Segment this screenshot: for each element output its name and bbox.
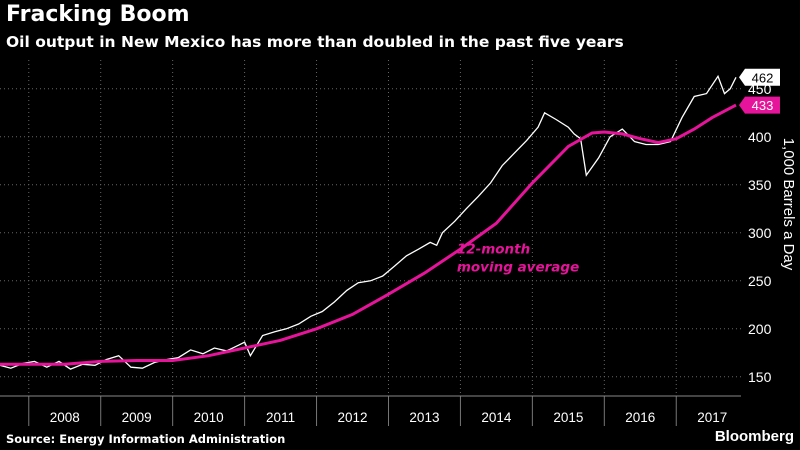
x-tick-label: 2010 xyxy=(194,410,224,425)
y-tick-label: 400 xyxy=(748,129,772,145)
chart-subtitle: Oil output in New Mexico has more than d… xyxy=(6,33,624,51)
x-tick-label: 2009 xyxy=(122,410,152,425)
raw-end-value: 462 xyxy=(752,70,774,85)
average-end-badge: 433 xyxy=(739,96,780,114)
x-tick-label: 2011 xyxy=(266,410,295,425)
raw-output-line xyxy=(0,74,737,370)
x-tick-label: 2008 xyxy=(50,410,80,425)
x-axis: 2008 2009 2010 2011 2012 2013 2014 2015 2016 2017 xyxy=(28,396,727,426)
average-end-value: 433 xyxy=(752,98,774,113)
source-note: Source: Energy Information Administratio… xyxy=(6,432,286,446)
x-tick-label: 2015 xyxy=(553,410,583,425)
y-tick-label: 300 xyxy=(748,225,772,241)
bloomberg-logo: Bloomberg xyxy=(714,428,794,445)
x-tick-label: 2012 xyxy=(337,410,367,425)
y-tick-label: 250 xyxy=(748,273,772,289)
y-axis-label: 1,000 Barrels a Day xyxy=(780,138,797,271)
y-tick-label: 350 xyxy=(748,177,772,193)
grid-lines xyxy=(0,60,741,396)
x-tick-label: 2013 xyxy=(409,410,439,425)
moving-average-line xyxy=(0,103,737,366)
raw-end-badge: 462 xyxy=(739,68,780,86)
x-tick-label: 2014 xyxy=(481,410,512,425)
annotation-line-1: 12-month xyxy=(457,242,530,258)
annotation-line-2: moving average xyxy=(457,260,579,276)
x-tick-label: 2016 xyxy=(625,410,655,425)
y-tick-label: 150 xyxy=(748,369,772,385)
y-tick-label: 200 xyxy=(748,321,772,337)
chart-title: Fracking Boom xyxy=(6,2,190,27)
x-tick-label: 2017 xyxy=(697,410,727,425)
